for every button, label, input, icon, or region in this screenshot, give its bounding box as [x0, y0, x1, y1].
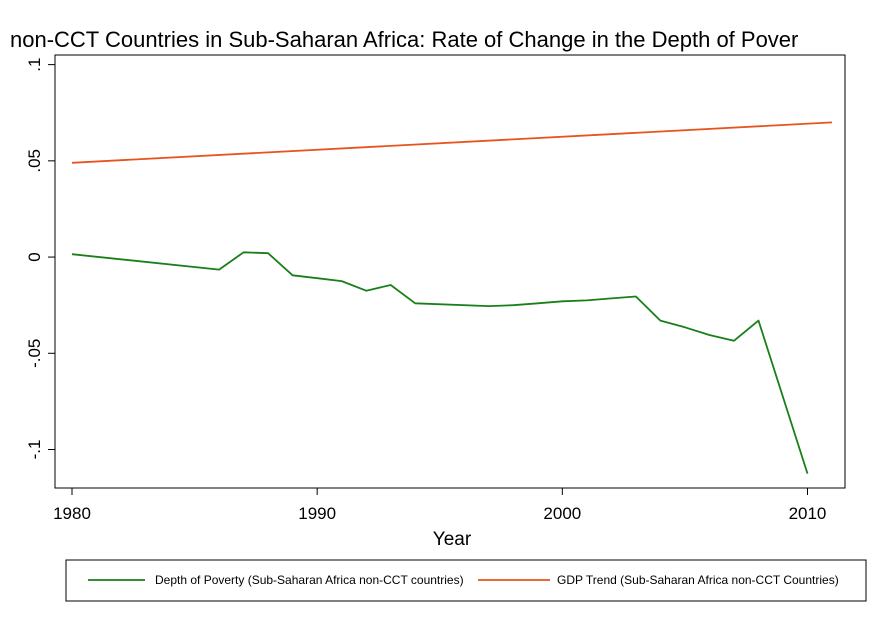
series-line-1: [71, 251, 809, 474]
y-tick-label: -.05: [25, 339, 44, 368]
legend-label-2: GDP Trend (Sub-Saharan Africa non-CCT Co…: [557, 573, 839, 587]
x-axis-title: Year: [433, 529, 472, 550]
series-line-2: [71, 121, 833, 164]
x-tick-label: 2010: [789, 504, 827, 523]
y-tick-label: -.1: [25, 440, 44, 460]
legend-box: [65, 559, 867, 602]
y-axis: .1 .05 0 -.05 -.1: [25, 58, 55, 460]
x-tick-label: 1980: [53, 504, 91, 523]
legend: Depth of Poverty (Sub-Saharan Africa non…: [88, 573, 839, 587]
y-tick-label: .1: [25, 58, 44, 72]
x-axis: 1980 1990 2000 2010: [53, 488, 826, 523]
y-tick-label: .05: [25, 149, 44, 173]
plot-area: [54, 54, 846, 489]
y-tick-label: 0: [25, 252, 44, 261]
x-tick-label: 2000: [543, 504, 581, 523]
chart-title: non-CCT Countries in Sub-Saharan Africa:…: [10, 27, 798, 52]
x-tick-label: 1990: [298, 504, 336, 523]
series-layer: [71, 121, 833, 474]
legend-label-1: Depth of Poverty (Sub-Saharan Africa non…: [155, 573, 464, 587]
